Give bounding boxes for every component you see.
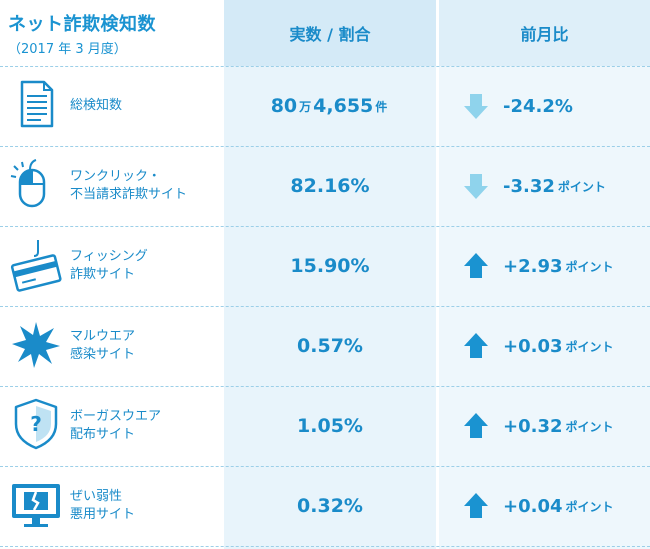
change-unit: ポイント: [557, 179, 606, 194]
broken-monitor-icon: [12, 484, 60, 527]
row-divider: [0, 386, 650, 387]
row-label: ぜい弱性 悪用サイト: [70, 466, 135, 546]
row-divider: [0, 226, 650, 227]
row-divider: [0, 466, 650, 467]
table-subtitle: （2017 年 3 月度）: [8, 42, 127, 57]
table-row-vulnerability: ぜい弱性 悪用サイト 0.32% +0.04 ポイント: [0, 466, 650, 546]
table-row-phishing: フィッシング 詐欺サイト 15.90% +2.93 ポイント: [0, 226, 650, 306]
change-text: +0.04 ポイント: [503, 466, 614, 546]
mouse-click-icon: [10, 159, 46, 208]
row-label-line1: フィッシング: [70, 249, 148, 264]
row-value: 0.32%: [297, 495, 363, 517]
row-label-line2: 詐欺サイト: [70, 267, 136, 282]
row-label-line1: マルウエア: [70, 329, 136, 344]
change-value: +0.03: [503, 335, 563, 357]
row-change: -3.32 ポイント: [439, 146, 650, 226]
value-header-bg: [224, 0, 436, 66]
svg-text:?: ?: [30, 412, 42, 436]
arrow-up-icon: [464, 333, 488, 358]
change-text: -3.32 ポイント: [503, 146, 606, 226]
table-row-bogusware: ? ボーガスウエア 配布サイト 1.05% +0.32 ポイント: [0, 386, 650, 466]
value-part: 4,655: [313, 95, 374, 117]
row-label-line1: 総検知数: [70, 98, 123, 113]
arrow-up-icon: [464, 253, 488, 278]
row-label: フィッシング 詐欺サイト: [70, 226, 148, 306]
change-text: -24.2%: [503, 66, 573, 146]
change-unit: ポイント: [565, 339, 614, 354]
arrow-down-icon: [464, 94, 488, 119]
row-change: -24.2%: [439, 66, 650, 146]
row-divider: [0, 306, 650, 307]
row-label: マルウエア 感染サイト: [70, 306, 135, 386]
value-part: 80: [270, 95, 298, 117]
value-column-bg: [224, 0, 436, 549]
row-change: +0.04 ポイント: [439, 466, 650, 546]
row-change: +0.32 ポイント: [439, 386, 650, 466]
row-label-line1: ボーガスウエア: [70, 409, 162, 424]
row-change: +2.93 ポイント: [439, 226, 650, 306]
row-value: 15.90%: [290, 255, 370, 277]
row-divider: [0, 146, 650, 147]
row-change: +0.03 ポイント: [439, 306, 650, 386]
arrow-up-icon: [464, 493, 488, 518]
row-label-line1: ぜい弱性: [70, 489, 123, 504]
row-label: 総検知数: [70, 66, 122, 146]
row-label: ワンクリック・ 不当請求詐欺サイト: [70, 146, 187, 226]
row-divider: [0, 66, 650, 67]
change-text: +0.32 ポイント: [503, 386, 614, 466]
change-text: +2.93 ポイント: [503, 226, 614, 306]
change-unit: ポイント: [565, 419, 614, 434]
change-value: +0.04: [503, 495, 563, 517]
row-label-line2: 配布サイト: [70, 427, 136, 442]
change-text: +0.03 ポイント: [503, 306, 614, 386]
value-column-header: 実数 / 割合: [289, 25, 371, 44]
value-part: 万: [299, 99, 312, 114]
change-unit: ポイント: [565, 259, 614, 274]
value-part: 件: [375, 99, 388, 114]
table-title: ネット詐欺検知数: [8, 14, 156, 35]
column-divider: [436, 0, 439, 549]
change-value: +2.93: [503, 255, 563, 277]
row-value: 80 万 4,655 件: [224, 66, 436, 146]
malware-burst-icon: [12, 322, 60, 368]
row-label-line2: 悪用サイト: [70, 507, 136, 522]
row-value: 1.05%: [297, 415, 363, 437]
change-column-header: 前月比: [520, 25, 569, 44]
table-row-malware: マルウエア 感染サイト 0.57% +0.03 ポイント: [0, 306, 650, 386]
table-title-block: ネット詐欺検知数 （2017 年 3 月度）: [8, 10, 156, 57]
credit-card-hook-icon: [10, 240, 62, 292]
row-label-line2: 感染サイト: [70, 347, 136, 362]
row-divider: [0, 546, 650, 547]
shield-question-icon: ?: [14, 398, 58, 450]
row-label-line2: 不当請求詐欺サイト: [70, 187, 188, 202]
table-row-one-click: ワンクリック・ 不当請求詐欺サイト 82.16% -3.32 ポイント: [0, 146, 650, 226]
document-icon: [20, 80, 54, 128]
row-label: ボーガスウエア 配布サイト: [70, 386, 161, 466]
arrow-down-icon: [464, 174, 488, 199]
row-label-line1: ワンクリック・: [70, 169, 161, 184]
change-value: -3.32: [503, 175, 555, 197]
change-value: -24.2%: [503, 95, 573, 117]
change-header-bg: [439, 0, 650, 66]
arrow-up-icon: [464, 413, 488, 438]
row-value: 82.16%: [290, 175, 370, 197]
change-unit: ポイント: [565, 499, 614, 514]
change-value: +0.32: [503, 415, 563, 437]
row-value: 0.57%: [297, 335, 363, 357]
table-row-total: 総検知数 80 万 4,655 件 -24.2%: [0, 66, 650, 146]
